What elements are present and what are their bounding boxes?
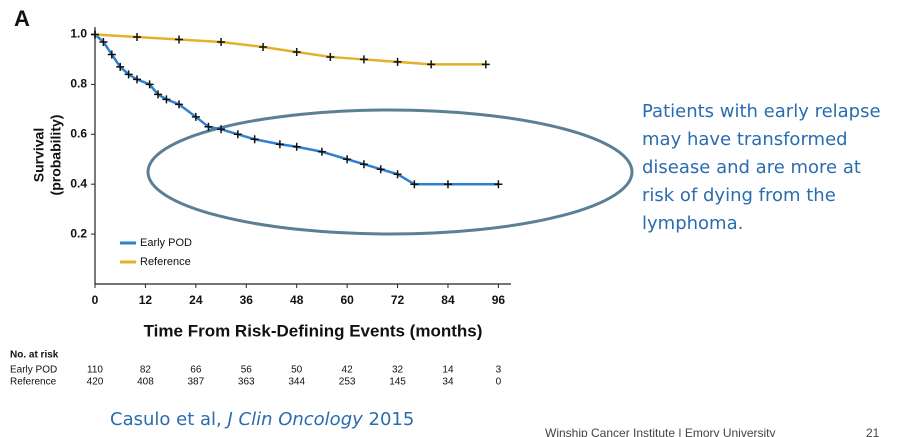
y-tick-label: 0.4 bbox=[70, 176, 87, 190]
censor-mark bbox=[317, 147, 326, 156]
censor-mark bbox=[275, 140, 284, 149]
annotation-line: may have transformed bbox=[642, 129, 848, 150]
risk-count: 82 bbox=[140, 365, 152, 376]
footer-institution: Winship Cancer Institute | Emory Univers… bbox=[545, 426, 776, 437]
x-tick-label: 0 bbox=[92, 293, 99, 307]
y-tick-label: 0.6 bbox=[70, 126, 87, 140]
x-tick-label: 24 bbox=[189, 293, 203, 307]
x-tick-label: 84 bbox=[441, 293, 455, 307]
citation-year: 2015 bbox=[369, 409, 415, 430]
censor-mark bbox=[107, 50, 116, 59]
censor-mark bbox=[443, 180, 452, 189]
censor-mark bbox=[133, 75, 142, 84]
censor-mark bbox=[191, 112, 200, 121]
censor-mark bbox=[481, 60, 490, 69]
risk-count: 344 bbox=[288, 377, 305, 388]
risk-count: 408 bbox=[137, 377, 154, 388]
censor-mark bbox=[326, 52, 335, 61]
censor-mark bbox=[175, 100, 184, 109]
y-tick-label: 1.0 bbox=[70, 27, 87, 41]
y-axis-label: (probability) bbox=[48, 115, 64, 196]
censor-mark bbox=[91, 30, 99, 39]
risk-count: 56 bbox=[241, 365, 253, 376]
annotation-line: risk of dying from the bbox=[642, 185, 836, 206]
legend-label: Early POD bbox=[140, 237, 192, 249]
y-axis-label: Survival bbox=[31, 128, 47, 182]
censor-mark bbox=[292, 142, 301, 151]
x-tick-label: 96 bbox=[492, 293, 506, 307]
censor-mark bbox=[154, 90, 163, 99]
y-tick-label: 0.2 bbox=[70, 226, 87, 240]
censor-mark bbox=[427, 60, 436, 69]
risk-row-label: Reference bbox=[10, 377, 57, 388]
risk-count: 145 bbox=[389, 377, 406, 388]
risk-count: 253 bbox=[339, 377, 356, 388]
censor-mark bbox=[233, 130, 242, 139]
highlight-ellipse bbox=[146, 108, 634, 236]
censor-mark bbox=[359, 55, 368, 64]
censor-mark bbox=[292, 47, 301, 56]
citation: Casulo et al, J Clin Oncology 2015 bbox=[110, 409, 414, 430]
x-tick-label: 36 bbox=[240, 293, 254, 307]
risk-count: 3 bbox=[496, 365, 502, 376]
x-tick-label: 48 bbox=[290, 293, 304, 307]
x-tick-label: 72 bbox=[391, 293, 405, 307]
censor-mark bbox=[175, 35, 184, 44]
x-tick-label: 60 bbox=[340, 293, 354, 307]
censor-mark bbox=[393, 57, 402, 66]
risk-count: 110 bbox=[87, 365, 103, 376]
x-tick-label: 12 bbox=[139, 293, 153, 307]
risk-count: 34 bbox=[442, 377, 454, 388]
censor-mark bbox=[99, 37, 108, 46]
censor-mark bbox=[217, 37, 226, 46]
citation-authors: Casulo et al, bbox=[110, 409, 222, 430]
annotation-line: disease and are more at bbox=[642, 157, 861, 178]
risk-count: 0 bbox=[496, 377, 502, 388]
y-tick-label: 0.8 bbox=[70, 77, 87, 91]
censor-mark bbox=[494, 180, 503, 189]
risk-count: 14 bbox=[442, 365, 454, 376]
censor-mark bbox=[359, 160, 368, 169]
x-axis-label: Time From Risk-Defining Events (months) bbox=[144, 321, 483, 340]
citation-journal: J Clin Oncology bbox=[224, 409, 363, 430]
risk-count: 387 bbox=[188, 377, 205, 388]
footer-page: 21 bbox=[866, 426, 880, 437]
censor-mark bbox=[250, 135, 259, 144]
censor-mark bbox=[259, 42, 268, 51]
risk-count: 363 bbox=[238, 377, 255, 388]
censor-mark bbox=[217, 125, 226, 134]
censor-mark bbox=[124, 70, 133, 79]
risk-table-title: No. at risk bbox=[10, 350, 59, 361]
annotation-line: lymphoma. bbox=[642, 213, 743, 234]
censor-mark bbox=[116, 62, 125, 71]
censor-mark bbox=[376, 165, 385, 174]
censor-mark bbox=[162, 95, 171, 104]
panel-label: A bbox=[14, 6, 30, 31]
legend-label: Reference bbox=[140, 256, 191, 268]
censor-mark bbox=[393, 170, 402, 179]
risk-count: 66 bbox=[190, 365, 202, 376]
censor-mark bbox=[343, 155, 352, 164]
censor-mark bbox=[410, 180, 419, 189]
risk-count: 32 bbox=[392, 365, 404, 376]
risk-row-label: Early POD bbox=[10, 365, 57, 376]
risk-count: 50 bbox=[291, 365, 303, 376]
annotation-line: Patients with early relapse bbox=[642, 101, 881, 122]
censor-mark bbox=[133, 32, 142, 41]
risk-count: 420 bbox=[87, 377, 104, 388]
risk-count: 42 bbox=[342, 365, 354, 376]
censor-mark bbox=[145, 80, 154, 89]
censor-mark bbox=[204, 122, 213, 131]
